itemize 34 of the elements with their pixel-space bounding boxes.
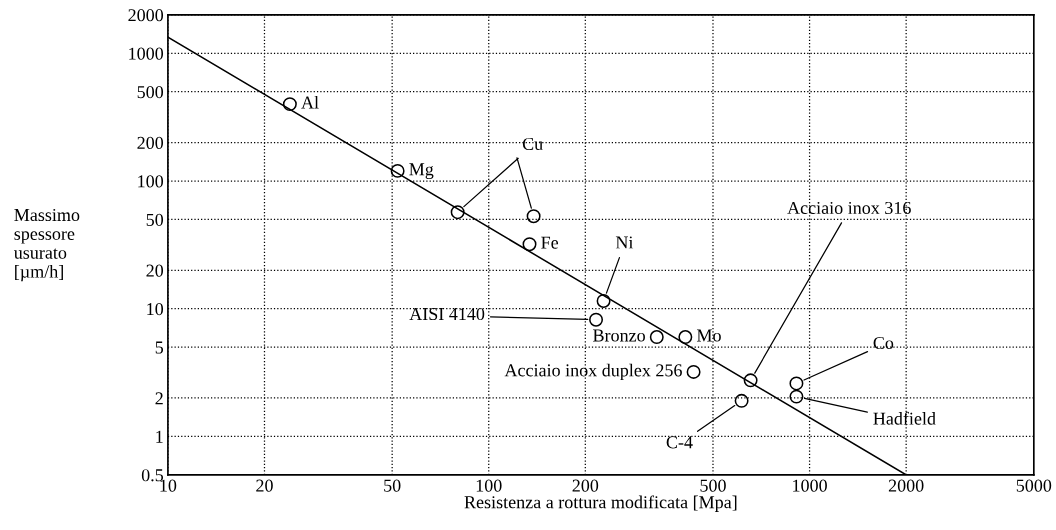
x-axis-title: Resistenza a rottura modificata [Mpa] bbox=[464, 495, 737, 512]
y-tick-label: 10 bbox=[147, 302, 164, 316]
y-tick-label: 5 bbox=[155, 341, 164, 354]
x-tick-label: 100 bbox=[476, 479, 502, 492]
annotation: Bronzo bbox=[593, 329, 645, 342]
x-tick-label: 200 bbox=[572, 479, 599, 492]
y-tick-label: 200 bbox=[137, 136, 164, 149]
annotation: Mg bbox=[409, 163, 434, 180]
annotation: Co bbox=[873, 336, 894, 350]
x-tick-label: 2000 bbox=[888, 479, 924, 492]
y-tick-label: 100 bbox=[138, 175, 164, 188]
y-tick-label: 1000 bbox=[129, 47, 164, 60]
annotation: Al bbox=[301, 95, 319, 109]
x-tick-label: 1000 bbox=[793, 479, 827, 492]
annotation: Ni bbox=[615, 236, 634, 249]
x-tick-label: 50 bbox=[384, 479, 401, 492]
y-tick-label: 20 bbox=[146, 264, 164, 277]
annotation: Acciaio inox duplex 256 bbox=[504, 363, 682, 381]
y-tick-label: 2000 bbox=[128, 9, 164, 22]
x-tick-label: 5000 bbox=[1016, 479, 1052, 492]
annotation: AISI 4140 bbox=[409, 307, 485, 321]
annotation: Hadfield bbox=[873, 411, 936, 425]
annotation: Cu bbox=[522, 137, 543, 151]
y-axis-title: Massimo spessore usurato [µm/h] bbox=[14, 208, 80, 282]
x-tick-label: 20 bbox=[256, 479, 273, 492]
y-tick-label: 2 bbox=[155, 392, 163, 405]
annotation: Mo bbox=[696, 329, 721, 342]
annotation: Fe bbox=[541, 236, 559, 249]
y-tick-label: 1 bbox=[156, 430, 163, 443]
y-tick-label: 50 bbox=[146, 213, 164, 226]
x-tick-label: 500 bbox=[700, 479, 726, 492]
y-tick-label: 500 bbox=[137, 85, 164, 99]
annotation: C-4 bbox=[666, 436, 693, 449]
annotation: Acciaio inox 316 bbox=[787, 201, 911, 215]
